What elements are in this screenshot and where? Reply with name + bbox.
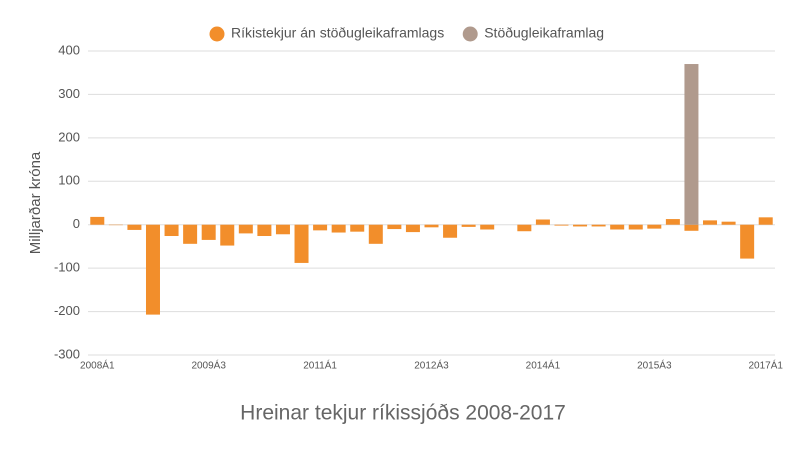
bar xyxy=(332,225,346,233)
bar xyxy=(684,225,698,231)
y-tick-label: -300 xyxy=(54,346,80,361)
x-tick-label: 2012Á3 xyxy=(414,359,449,372)
x-tick-label: 2017Á1 xyxy=(748,359,783,372)
bar xyxy=(610,225,624,230)
y-tick-label: 200 xyxy=(58,129,80,144)
bar xyxy=(276,225,290,235)
chart-title: Hreinar tekjur ríkissjóðs 2008-2017 xyxy=(240,402,566,425)
legend-label: Ríkistekjur án stöðugleikaframlags xyxy=(231,25,444,41)
bar xyxy=(554,225,568,226)
bar xyxy=(295,225,309,263)
bar xyxy=(146,225,160,315)
bar xyxy=(90,217,104,225)
y-tick-label: -100 xyxy=(54,260,80,275)
bar xyxy=(387,225,401,229)
x-tick-label: 2009Á3 xyxy=(191,359,226,372)
bar xyxy=(165,225,179,236)
bar xyxy=(573,225,587,227)
bar xyxy=(313,225,327,231)
bar xyxy=(462,225,476,227)
bar xyxy=(239,225,253,234)
bar xyxy=(127,225,141,230)
bar xyxy=(350,225,364,232)
y-tick-label: -200 xyxy=(54,303,80,318)
x-tick-label: 2015Á3 xyxy=(637,359,672,372)
bar xyxy=(425,225,439,228)
bar xyxy=(369,225,383,244)
legend-marker xyxy=(210,27,225,42)
bar xyxy=(759,217,773,224)
bar xyxy=(684,64,698,225)
bar xyxy=(666,219,680,225)
y-tick-label: 400 xyxy=(58,42,80,57)
y-tick-label: 300 xyxy=(58,86,80,101)
y-tick-label: 0 xyxy=(73,216,80,231)
legend: Ríkistekjur án stöðugleikaframlags Stöðug… xyxy=(210,25,605,42)
bar xyxy=(443,225,457,238)
bar xyxy=(629,225,643,230)
legend-label: Stöðugleikaframlag xyxy=(484,25,604,41)
bar xyxy=(592,225,606,227)
bar xyxy=(406,225,420,232)
y-axis-title: Milljarðar króna xyxy=(27,151,44,254)
legend-marker xyxy=(463,27,478,42)
bar xyxy=(257,225,271,236)
bar xyxy=(183,225,197,244)
bar xyxy=(740,225,754,259)
bar xyxy=(517,225,531,232)
bar xyxy=(647,225,661,229)
bar xyxy=(480,225,494,230)
x-tick-label: 2014Á1 xyxy=(526,359,561,372)
bar xyxy=(703,220,717,224)
bar xyxy=(202,225,216,240)
x-tick-label: 2008Á1 xyxy=(80,359,115,372)
bar xyxy=(536,220,550,225)
bar xyxy=(220,225,234,246)
x-tick-label: 2011Á1 xyxy=(303,359,337,372)
bar xyxy=(722,222,736,225)
y-tick-label: 100 xyxy=(58,173,80,188)
